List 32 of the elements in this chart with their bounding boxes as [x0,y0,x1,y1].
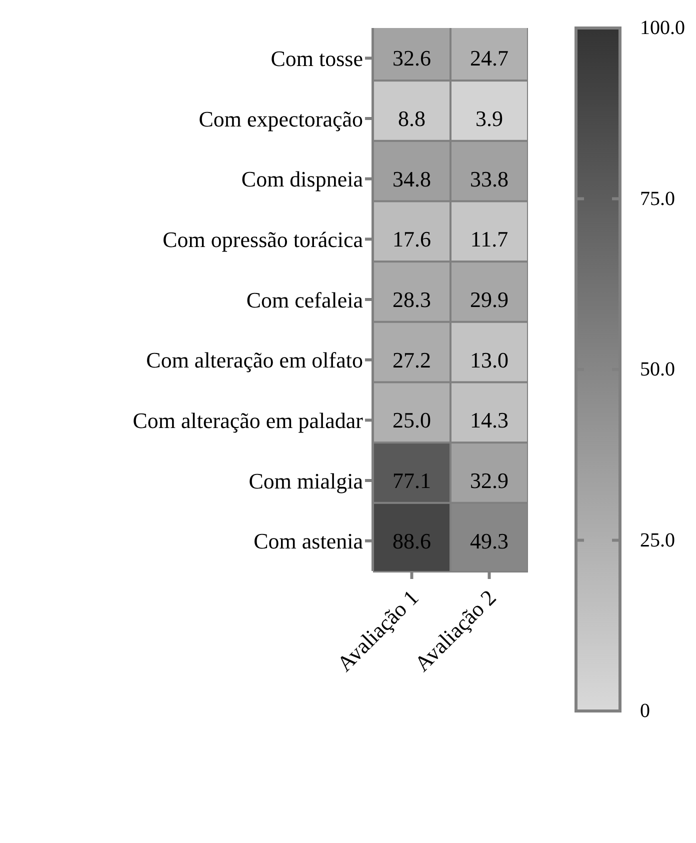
data-label: 8.8 [398,106,426,131]
color-bar-label: 50.0 [640,358,675,380]
data-label: 3.9 [476,106,503,131]
data-label: 34.8 [392,166,431,192]
data-label: 24.7 [470,46,508,71]
y-tick-label: Com expectoração [198,106,363,132]
color-bar-label: 0 [640,700,650,722]
y-tick-label: Com cefaleia [246,287,364,312]
color-bar-label: 100.0 [640,17,685,39]
y-tick-label: Com opressão torácica [162,226,364,252]
data-label: 14.3 [470,408,508,433]
data-label: 49.3 [470,528,508,554]
y-tick-label: Com tosse [270,46,363,71]
y-tick-label: Com mialgia [248,468,364,494]
data-label: 77.1 [392,468,431,493]
y-tick-label: Com alteração em olfato [146,348,363,373]
data-label: 28.3 [392,287,431,312]
data-label: 33.8 [470,166,508,192]
data-label: 17.6 [392,226,431,252]
color-bar-label: 75.0 [640,188,675,210]
y-tick-label: Com alteração em paladar [132,408,364,433]
data-label: 13.0 [470,347,508,372]
data-label: 27.2 [392,347,431,372]
color-bar-label: 25.0 [640,529,675,552]
data-label: 25.0 [392,408,431,433]
y-tick-label: Com dispneia [241,166,364,192]
data-label: 11.7 [470,226,508,252]
y-tick-label: Com astenia [254,528,364,554]
data-label: 29.9 [470,287,508,312]
data-label: 88.6 [392,528,431,554]
data-label: 32.9 [470,468,508,493]
data-label: 32.6 [392,46,431,71]
